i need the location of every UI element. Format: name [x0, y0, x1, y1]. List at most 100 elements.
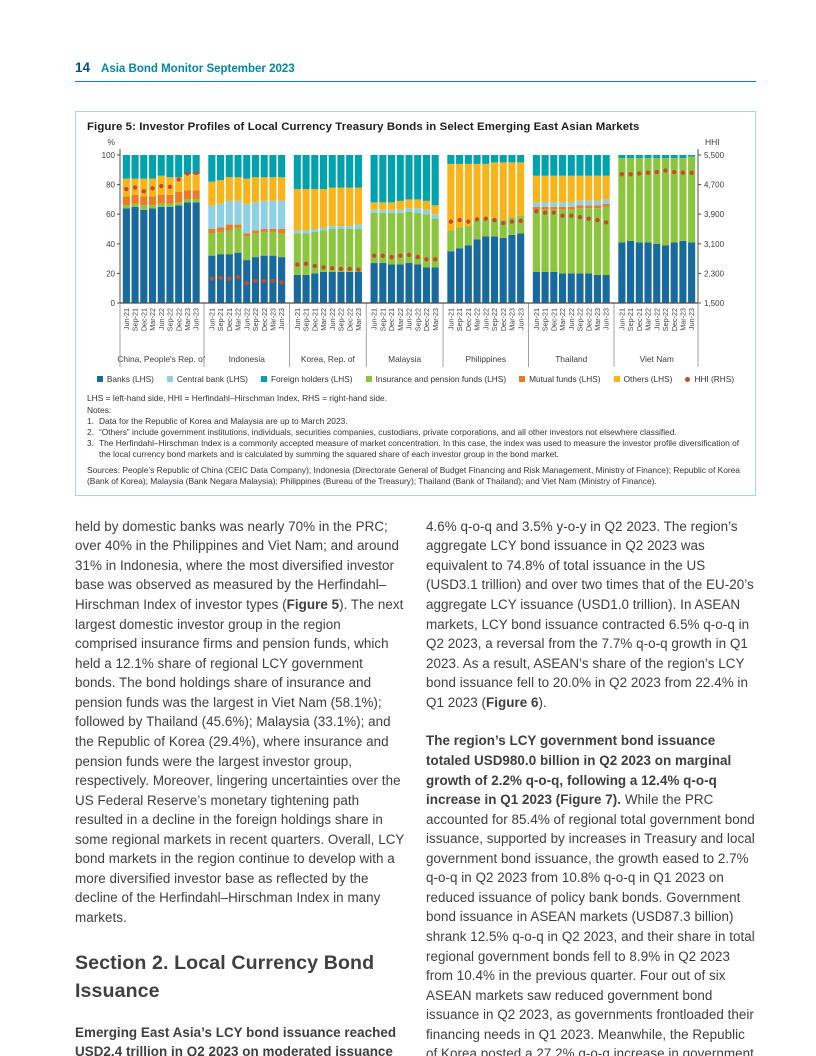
svg-text:HHI: HHI [705, 137, 720, 147]
legend-item-banks: Banks (LHS) [96, 374, 154, 384]
svg-text:Sep-22: Sep-22 [251, 308, 260, 331]
svg-text:Sep-22: Sep-22 [576, 308, 585, 331]
svg-text:Sep-21: Sep-21 [626, 308, 635, 331]
svg-text:Sep-21: Sep-21 [455, 308, 464, 331]
svg-text:Jun-23: Jun-23 [277, 308, 286, 330]
svg-text:Dec-22: Dec-22 [670, 308, 679, 331]
svg-text:Jun-23: Jun-23 [602, 308, 611, 330]
svg-text:0: 0 [111, 299, 116, 308]
svg-text:Jun-22: Jun-22 [481, 308, 490, 330]
svg-text:Philippines: Philippines [466, 354, 507, 364]
abbreviations-note: LHS = left-hand side, HHI = Herfindahl–H… [87, 393, 388, 403]
note-item: 1. Data for the Republic of Korea and Mal… [87, 416, 348, 427]
svg-text:Mar-23: Mar-23 [679, 308, 688, 331]
svg-text:China, People's Rep. of: China, People's Rep. of [117, 354, 205, 364]
body-paragraph: held by domestic banks was nearly 70% in… [75, 518, 405, 925]
svg-text:Jun-23: Jun-23 [192, 308, 201, 330]
svg-text:Dec-22: Dec-22 [422, 308, 431, 331]
svg-text:Jun-21: Jun-21 [532, 308, 541, 330]
svg-text:60: 60 [106, 210, 115, 219]
svg-text:Dec-22: Dec-22 [174, 308, 183, 331]
svg-text:Mar-23: Mar-23 [354, 308, 363, 331]
page-number: 14 [75, 60, 91, 75]
svg-text:Sep-21: Sep-21 [541, 308, 550, 331]
mutual_funds-swatch-icon [519, 376, 526, 382]
svg-text:Sep-21: Sep-21 [378, 308, 387, 331]
svg-text:Mar-22: Mar-22 [473, 308, 482, 331]
note-item: 2. “Others” include government institutio… [87, 427, 677, 438]
figure-5-legend: Banks (LHS) Central bank (LHS) Foreign hol… [87, 374, 744, 384]
svg-text:Sep-21: Sep-21 [302, 308, 311, 331]
svg-text:Mar-22: Mar-22 [558, 308, 567, 331]
figure-5-title: Figure 5: Investor Profiles of Local Cur… [87, 121, 640, 133]
svg-text:Jun-21: Jun-21 [370, 308, 379, 330]
svg-text:Mar-23: Mar-23 [269, 308, 278, 331]
svg-text:Mar-23: Mar-23 [508, 308, 517, 331]
svg-text:%: % [107, 137, 115, 147]
svg-text:4,700: 4,700 [704, 181, 725, 190]
svg-text:Mar-22: Mar-22 [319, 308, 328, 331]
body-columns: held by domestic banks was nearly 70% in… [75, 517, 756, 1056]
legend-label: Others (LHS) [623, 374, 673, 384]
svg-text:80: 80 [106, 181, 115, 190]
right-column: 4.6% q-o-q and 3.5% y-o-y in Q2 2023. Th… [426, 517, 756, 1056]
svg-text:Dec-22: Dec-22 [260, 308, 269, 331]
svg-text:Jun-23: Jun-23 [516, 308, 525, 330]
legend-label: Insurance and pension funds (LHS) [375, 374, 507, 384]
svg-text:Sep-22: Sep-22 [490, 308, 499, 331]
hhi-swatch-icon [685, 376, 691, 382]
svg-text:Mar-22: Mar-22 [234, 308, 243, 331]
banks-swatch-icon [96, 376, 103, 382]
svg-text:Dec-21: Dec-21 [635, 308, 644, 331]
others-swatch-icon [613, 376, 620, 382]
svg-text:5,500: 5,500 [704, 151, 725, 160]
running-header-title: Asia Bond Monitor September 2023 [101, 63, 295, 75]
figure-5-notes: LHS = left-hand side, HHI = Herfindahl–H… [87, 393, 744, 487]
notes-list: 1. Data for the Republic of Korea and Mal… [87, 416, 744, 460]
svg-text:Dec-22: Dec-22 [584, 308, 593, 331]
svg-text:Sep-22: Sep-22 [166, 308, 175, 331]
svg-text:100: 100 [102, 151, 116, 160]
figure-5-chart: % HHI 0 20 40 60 80 100 1,500 2,300 3,100 3,900 4,70… [87, 135, 744, 374]
svg-text:20: 20 [106, 269, 115, 278]
legend-label: Central bank (LHS) [176, 374, 248, 384]
note-item: 3. The Herfindahl–Hirschman Index is a co… [87, 438, 740, 460]
figure-5-box: Figure 5: Investor Profiles of Local Cur… [75, 111, 756, 496]
svg-text:Jun-22: Jun-22 [157, 308, 166, 330]
svg-text:Dec-21: Dec-21 [139, 308, 148, 331]
svg-text:40: 40 [106, 240, 115, 249]
svg-text:3,100: 3,100 [704, 240, 725, 249]
svg-text:Jun-21: Jun-21 [122, 308, 131, 330]
svg-text:Dec-21: Dec-21 [549, 308, 558, 331]
svg-text:Dec-21: Dec-21 [225, 308, 234, 331]
svg-text:Jun-22: Jun-22 [652, 308, 661, 330]
svg-text:1,500: 1,500 [704, 299, 725, 308]
legend-item-others: Others (LHS) [613, 374, 673, 384]
svg-text:Mar-22: Mar-22 [148, 308, 157, 331]
svg-text:Sep-21: Sep-21 [216, 308, 225, 331]
svg-text:Jun-23: Jun-23 [687, 308, 696, 330]
svg-text:Dec-21: Dec-21 [387, 308, 396, 331]
legend-item-central_bank: Central bank (LHS) [166, 374, 248, 384]
legend-item-mutual_funds: Mutual funds (LHS) [519, 374, 601, 384]
legend-label: Foreign holders (LHS) [270, 374, 353, 384]
left-column: held by domestic banks was nearly 70% in… [75, 517, 405, 1056]
svg-text:2,300: 2,300 [704, 269, 725, 278]
svg-text:Jun-21: Jun-21 [293, 308, 302, 330]
svg-text:Viet Nam: Viet Nam [640, 354, 674, 364]
section-2-heading: Section 2. Local Currency Bond Issuance [75, 951, 375, 1003]
svg-text:Jun-21: Jun-21 [207, 308, 216, 330]
legend-item-foreign_holders: Foreign holders (LHS) [260, 374, 353, 384]
svg-text:Sep-21: Sep-21 [131, 308, 140, 331]
svg-text:Thailand: Thailand [555, 354, 587, 364]
legend-label: Banks (LHS) [106, 374, 154, 384]
svg-text:Jun-22: Jun-22 [567, 308, 576, 330]
svg-text:Mar-22: Mar-22 [644, 308, 653, 331]
svg-text:Korea, Rep. of: Korea, Rep. of [301, 354, 356, 364]
svg-text:Jun-21: Jun-21 [446, 308, 455, 330]
svg-text:Indonesia: Indonesia [229, 354, 266, 364]
svg-text:Jun-22: Jun-22 [328, 308, 337, 330]
notes-label: Notes: [87, 405, 112, 416]
svg-text:Jun-22: Jun-22 [242, 308, 251, 330]
svg-text:Mar-22: Mar-22 [396, 308, 405, 331]
